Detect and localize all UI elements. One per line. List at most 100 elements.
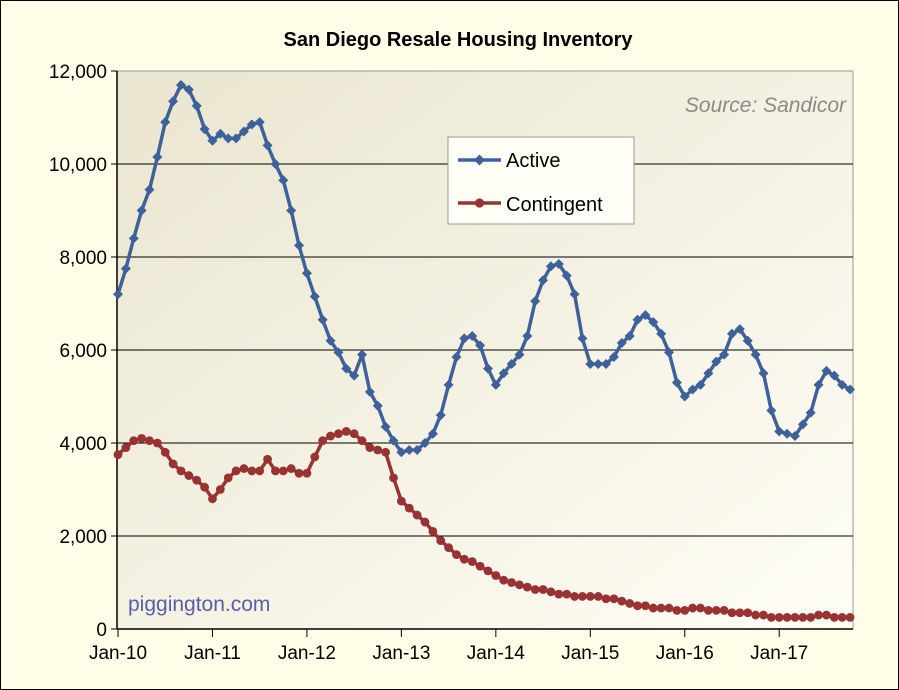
data-point-active — [238, 126, 249, 137]
data-point-active — [301, 268, 312, 279]
data-point-contingent — [121, 443, 131, 453]
data-point-active — [160, 117, 171, 128]
data-point-contingent — [192, 475, 202, 485]
y-tick-label: 0 — [96, 620, 107, 641]
series-active — [113, 79, 856, 458]
data-point-contingent — [703, 606, 713, 615]
data-point-contingent — [774, 612, 784, 622]
data-point-contingent — [286, 464, 296, 473]
data-point-active — [719, 349, 730, 360]
data-point-active — [648, 317, 659, 328]
watermark-text: piggington.com — [128, 593, 270, 616]
data-point-active — [490, 379, 501, 390]
x-tick-label: Jan-13 — [372, 643, 430, 664]
data-point-active — [191, 100, 202, 111]
data-point-contingent — [601, 594, 611, 604]
data-point-active — [774, 426, 785, 437]
data-point-contingent — [160, 447, 170, 457]
data-point-active — [380, 421, 391, 432]
data-point-contingent — [648, 603, 658, 613]
data-point-contingent — [436, 536, 446, 546]
data-point-active — [671, 377, 682, 388]
data-point-active — [593, 358, 604, 369]
data-point-active — [136, 205, 147, 216]
x-tick-label: Jan-15 — [561, 643, 619, 664]
data-point-active — [231, 133, 242, 144]
data-point-contingent — [829, 612, 839, 622]
data-point-contingent — [845, 612, 855, 622]
data-point-active — [325, 335, 336, 346]
data-point-contingent — [231, 466, 241, 476]
data-point-contingent — [570, 592, 579, 601]
data-point-contingent — [664, 603, 674, 613]
data-point-active — [514, 349, 525, 360]
data-point-active — [538, 275, 549, 286]
data-point-contingent — [215, 485, 225, 494]
data-point-contingent — [735, 608, 745, 618]
data-point-active — [467, 331, 478, 342]
data-point-contingent — [554, 589, 564, 599]
data-point-contingent — [475, 561, 485, 571]
data-point-active — [789, 431, 800, 442]
data-point-active — [577, 333, 588, 344]
data-point-contingent — [294, 468, 304, 478]
data-point-contingent — [278, 466, 288, 476]
data-point-contingent — [522, 582, 532, 592]
x-axis-ticks: Jan-10 Jan-11 Jan-12 Jan-13 Jan-14 Jan-15 Jan-… — [89, 629, 808, 664]
data-point-contingent — [727, 608, 737, 618]
data-point-active — [498, 368, 509, 379]
data-point-contingent — [326, 431, 335, 441]
data-point-contingent — [318, 436, 328, 446]
data-point-active — [711, 356, 722, 367]
data-point-contingent — [711, 606, 721, 615]
x-tick-label: Jan-17 — [750, 643, 808, 664]
data-point-active — [845, 384, 856, 395]
data-point-active — [207, 135, 218, 146]
data-point-active — [309, 291, 320, 302]
data-point-contingent — [381, 447, 391, 457]
data-point-active — [624, 331, 635, 342]
data-point-contingent — [515, 580, 524, 590]
data-point-contingent — [428, 526, 438, 536]
data-point-contingent — [184, 471, 194, 480]
data-point-active — [750, 349, 761, 360]
data-point-contingent — [271, 466, 280, 476]
data-point-contingent — [263, 454, 272, 464]
data-point-active — [120, 263, 131, 274]
data-point-active — [215, 128, 226, 139]
data-point-active — [183, 84, 194, 95]
source-annotation: Source: Sandicor — [685, 94, 847, 117]
data-point-contingent — [396, 496, 406, 506]
data-point-active — [601, 358, 612, 369]
data-point-contingent — [176, 466, 186, 476]
data-point-contingent — [719, 606, 729, 615]
data-point-contingent — [806, 612, 816, 622]
data-point-contingent — [459, 554, 469, 564]
data-point-active — [522, 331, 533, 342]
data-point-active — [766, 405, 777, 416]
data-point-contingent — [538, 585, 548, 594]
data-point-active — [254, 117, 265, 128]
data-point-active — [821, 365, 832, 376]
legend-label-active: Active — [506, 150, 560, 172]
data-point-contingent — [444, 543, 454, 553]
data-point-contingent — [404, 503, 414, 513]
data-point-contingent — [562, 589, 572, 599]
data-point-contingent — [546, 587, 556, 597]
data-point-active — [829, 370, 840, 381]
data-point-contingent — [609, 594, 619, 604]
data-point-active — [270, 159, 281, 169]
data-point-contingent — [530, 585, 540, 594]
y-tick-label: 10,000 — [49, 155, 107, 176]
data-point-contingent — [751, 610, 761, 620]
data-point-contingent — [656, 603, 666, 613]
data-point-active — [482, 363, 493, 374]
data-point-contingent — [247, 466, 257, 476]
x-tick-label: Jan-12 — [278, 643, 336, 664]
data-point-active — [640, 310, 651, 321]
series-contingent — [113, 426, 855, 622]
data-point-active — [152, 152, 163, 163]
data-point-contingent — [152, 438, 162, 448]
y-tick-label: 8,000 — [59, 248, 107, 269]
data-point-active — [506, 358, 517, 369]
